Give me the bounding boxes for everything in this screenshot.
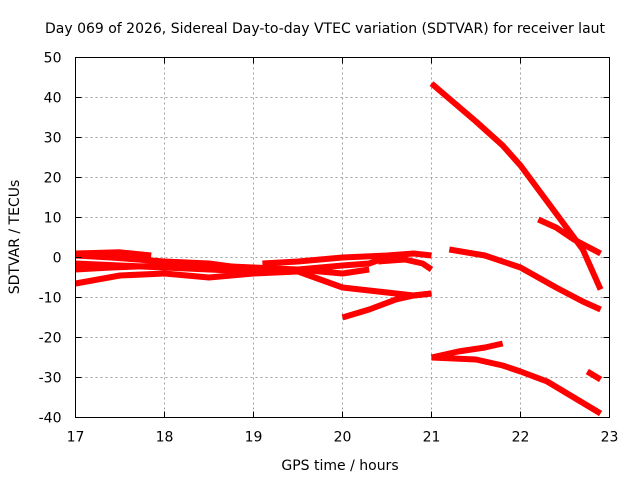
series-line-8: [341, 290, 432, 321]
y-tick-label: -40: [39, 411, 62, 427]
x-tick-label: 20: [334, 430, 352, 446]
x-tick-label: 17: [67, 430, 85, 446]
series-line-15: [585, 368, 603, 383]
x-tick-label: 23: [601, 430, 619, 446]
y-tick-label: 20: [44, 171, 62, 187]
grid: [75, 57, 610, 418]
y-tick-label: -20: [39, 331, 62, 347]
series-line-6: [262, 250, 432, 267]
y-axis-label: SDTVAR / TECUs: [7, 180, 23, 295]
series-line-1: [75, 249, 152, 259]
series-line-9: [377, 256, 434, 272]
series-group: [74, 81, 604, 417]
x-tick-label: 21: [423, 430, 441, 446]
series-line-13: [430, 340, 504, 361]
y-tick-label: 10: [44, 211, 62, 227]
y-tick-label: -30: [39, 371, 62, 387]
series-line-10: [429, 81, 604, 291]
series-line-5: [74, 268, 299, 287]
series-line-12: [537, 216, 602, 257]
y-tick-label: 50: [44, 51, 62, 67]
x-tick-label: 18: [156, 430, 174, 446]
x-tick-label: 19: [245, 430, 263, 446]
y-tick-label: 30: [44, 131, 62, 147]
x-axis-label: GPS time / hours: [281, 458, 398, 474]
y-tick-label: 40: [44, 91, 62, 107]
series-line-4: [75, 262, 370, 277]
ticks: 17 18 19 20 21 22 23 50 40 30 20 10 0 -10 -20 -30 -40: [39, 51, 619, 446]
x-tick-label: 22: [512, 430, 530, 446]
y-tick-label: 0: [53, 251, 62, 267]
series-line-11: [448, 246, 602, 313]
chart-title: Day 069 of 2026, Sidereal Day-to-day VTE…: [45, 21, 606, 37]
series-line-14: [431, 354, 603, 417]
y-tick-label: -10: [39, 291, 62, 307]
